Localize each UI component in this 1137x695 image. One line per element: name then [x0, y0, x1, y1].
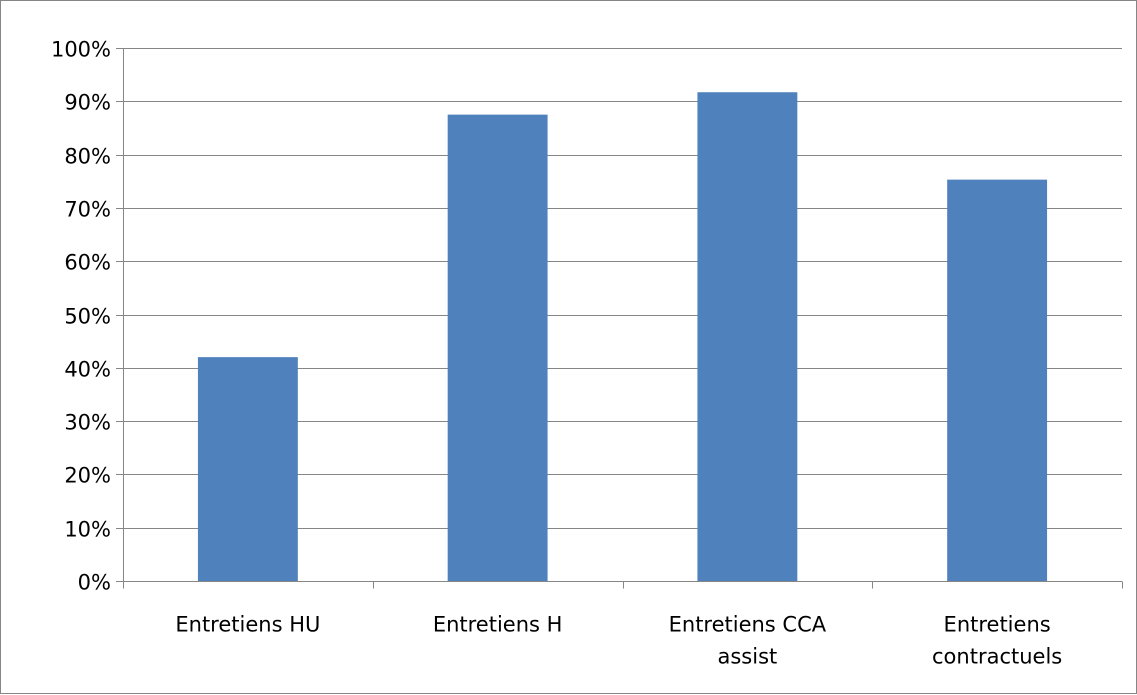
- bar: [697, 92, 798, 581]
- bar: [947, 179, 1048, 581]
- bar: [197, 357, 298, 581]
- y-tick-label: 100%: [51, 38, 111, 62]
- y-tick-label: 0%: [78, 571, 111, 595]
- x-category-label: Entretiens H: [433, 613, 563, 637]
- y-tick-label: 60%: [64, 251, 111, 275]
- y-tick-label: 70%: [64, 198, 111, 222]
- y-tick-label: 80%: [64, 145, 111, 169]
- x-category-label: contractuels: [932, 645, 1062, 669]
- axes: [116, 48, 1123, 589]
- x-category-label: Entretiens CCA: [669, 613, 827, 637]
- labels: 0% 10% 20% 30% 40% 50% 60% 70% 80% 90% 100% Entreti…: [51, 38, 1062, 669]
- y-tick-label: 50%: [64, 305, 111, 329]
- y-tick-label: 10%: [64, 518, 111, 542]
- x-category-label: Entretiens: [944, 613, 1051, 637]
- x-category-label: Entretiens HU: [175, 613, 320, 637]
- bar: [447, 114, 548, 581]
- y-tick-label: 20%: [64, 464, 111, 488]
- y-tick-label: 90%: [64, 91, 111, 115]
- x-category-label: assist: [717, 645, 777, 669]
- bars: [197, 92, 1048, 581]
- y-tick-label: 30%: [64, 411, 111, 435]
- y-tick-label: 40%: [64, 358, 111, 382]
